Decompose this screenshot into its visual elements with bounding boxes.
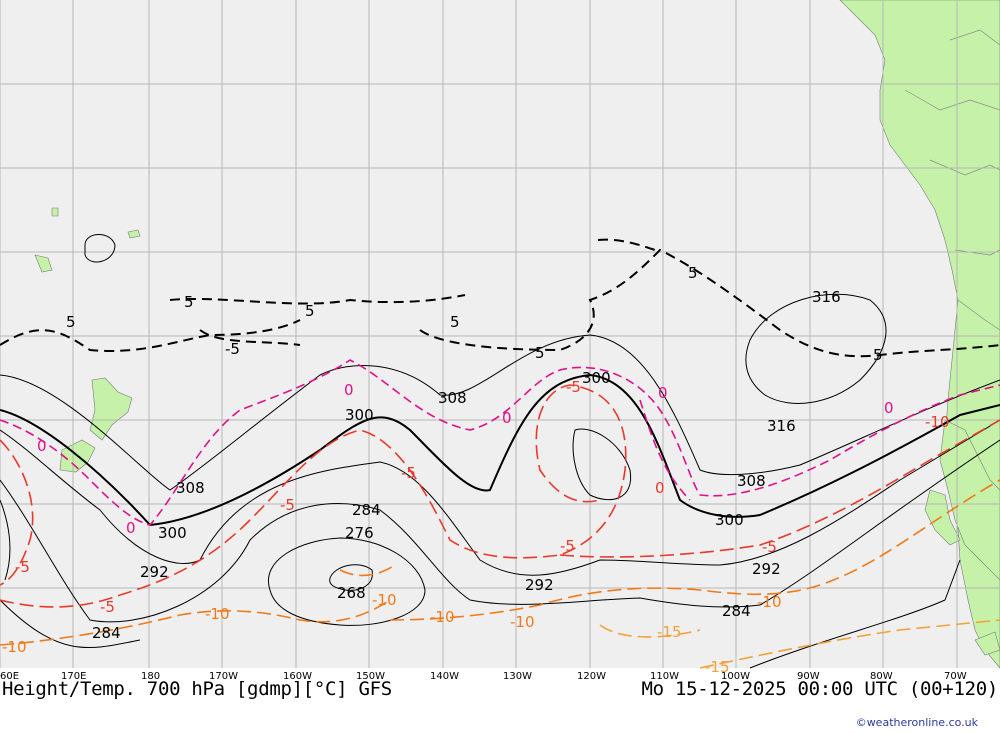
- temp-label: -5: [15, 558, 30, 576]
- height-label: 292: [140, 563, 169, 581]
- lon-label: 90W: [797, 671, 820, 682]
- graticule: [0, 0, 1000, 668]
- temp-label: 0: [344, 381, 354, 399]
- lon-label: 140W: [430, 671, 459, 682]
- temp-label: -10: [372, 591, 397, 609]
- height-label: 268: [337, 584, 366, 602]
- temp-label: -10: [757, 593, 782, 611]
- height-label: 308: [176, 479, 205, 497]
- lon-label: 150W: [356, 671, 385, 682]
- temp-label: 5: [66, 313, 76, 331]
- credit-link[interactable]: ©weatheronline.co.uk: [855, 716, 978, 729]
- temp-label: -10: [2, 638, 27, 656]
- temp-label: -15: [657, 623, 682, 641]
- height-label: 276: [345, 524, 374, 542]
- lon-label: 80W: [870, 671, 893, 682]
- island-small-1: [127, 229, 141, 239]
- falklands: [974, 631, 1000, 656]
- lon-label: 110W: [650, 671, 679, 682]
- temp-label: -5: [401, 464, 416, 482]
- temp-label: 0: [655, 479, 665, 497]
- temp-label: -5: [762, 538, 777, 556]
- temp-label: 0: [884, 399, 894, 417]
- height-contours: [0, 234, 1000, 669]
- lon-label: 100W: [721, 671, 750, 682]
- height-label: 292: [752, 560, 781, 578]
- height-label: 284: [352, 501, 381, 519]
- fiji-island: [34, 254, 53, 273]
- temp-contours-plus5: [0, 238, 1000, 358]
- temp-label: 0: [658, 384, 668, 402]
- temp-label: -5: [566, 378, 581, 396]
- temp-label: -10: [205, 605, 230, 623]
- temp-label: 0: [37, 437, 47, 455]
- temp-label: 0: [502, 409, 512, 427]
- temp-label: 5: [688, 264, 698, 282]
- island-small-2: [51, 207, 59, 217]
- temp-contours-minus5: [0, 384, 1000, 608]
- temp-label: -10: [510, 613, 535, 631]
- temp-label: 5: [184, 293, 194, 311]
- temp-label: -15: [705, 658, 730, 676]
- height-label: 300: [582, 369, 611, 387]
- temp-contours-minus10: [0, 479, 1000, 646]
- lon-label: 180: [141, 671, 160, 682]
- height-label: 308: [737, 472, 766, 490]
- height-label: 284: [722, 602, 751, 620]
- temp-label: -5: [225, 340, 240, 358]
- temp-label: 5: [450, 313, 460, 331]
- lon-label: 120W: [577, 671, 606, 682]
- temp-label: 5: [873, 346, 883, 364]
- lon-label: 130W: [503, 671, 532, 682]
- height-label: 308: [438, 389, 467, 407]
- lon-label: 70W: [944, 671, 967, 682]
- height-label: 300: [345, 406, 374, 424]
- map-timestamp: Mo 15-12-2025 00:00 UTC (00+120): [641, 678, 999, 700]
- temp-label: -10: [925, 413, 950, 431]
- height-label: 316: [812, 288, 841, 306]
- temp-contours-zero: [0, 359, 1000, 526]
- lon-label: 170W: [209, 671, 238, 682]
- height-label: 284: [92, 624, 121, 642]
- temp-label: -5: [280, 496, 295, 514]
- temp-label: -5: [560, 537, 575, 555]
- temp-label: 0: [126, 519, 136, 537]
- lon-label: 60E: [0, 671, 19, 682]
- land: [34, 0, 1000, 669]
- temp-label: -10: [430, 608, 455, 626]
- temp-label: -5: [100, 598, 115, 616]
- height-label: 292: [525, 576, 554, 594]
- height-label: 316: [767, 417, 796, 435]
- lon-label: 170E: [61, 671, 86, 682]
- lon-label: 160W: [283, 671, 312, 682]
- map-title: Height/Temp. 700 hPa [gdmp][°C] GFS: [2, 678, 392, 700]
- temp-label: 5: [535, 344, 545, 362]
- height-label: 300: [715, 511, 744, 529]
- temp-label: 5: [305, 302, 315, 320]
- temp-contours-minus15: [599, 619, 1000, 669]
- height-label: 300: [158, 524, 187, 542]
